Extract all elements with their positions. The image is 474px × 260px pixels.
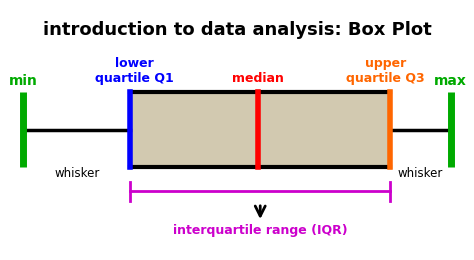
Text: introduction to data analysis: Box Plot: introduction to data analysis: Box Plot: [43, 21, 431, 39]
Text: whisker: whisker: [54, 167, 100, 180]
Bar: [130, 92, 390, 167]
Text: whisker: whisker: [398, 167, 443, 180]
Text: max: max: [434, 74, 467, 88]
Text: median: median: [232, 72, 284, 85]
Text: interquartile range (IQR): interquartile range (IQR): [173, 224, 347, 237]
Text: min: min: [9, 74, 38, 88]
Text: upper
quartile Q3: upper quartile Q3: [346, 57, 425, 85]
Text: lower
quartile Q1: lower quartile Q1: [95, 57, 174, 85]
